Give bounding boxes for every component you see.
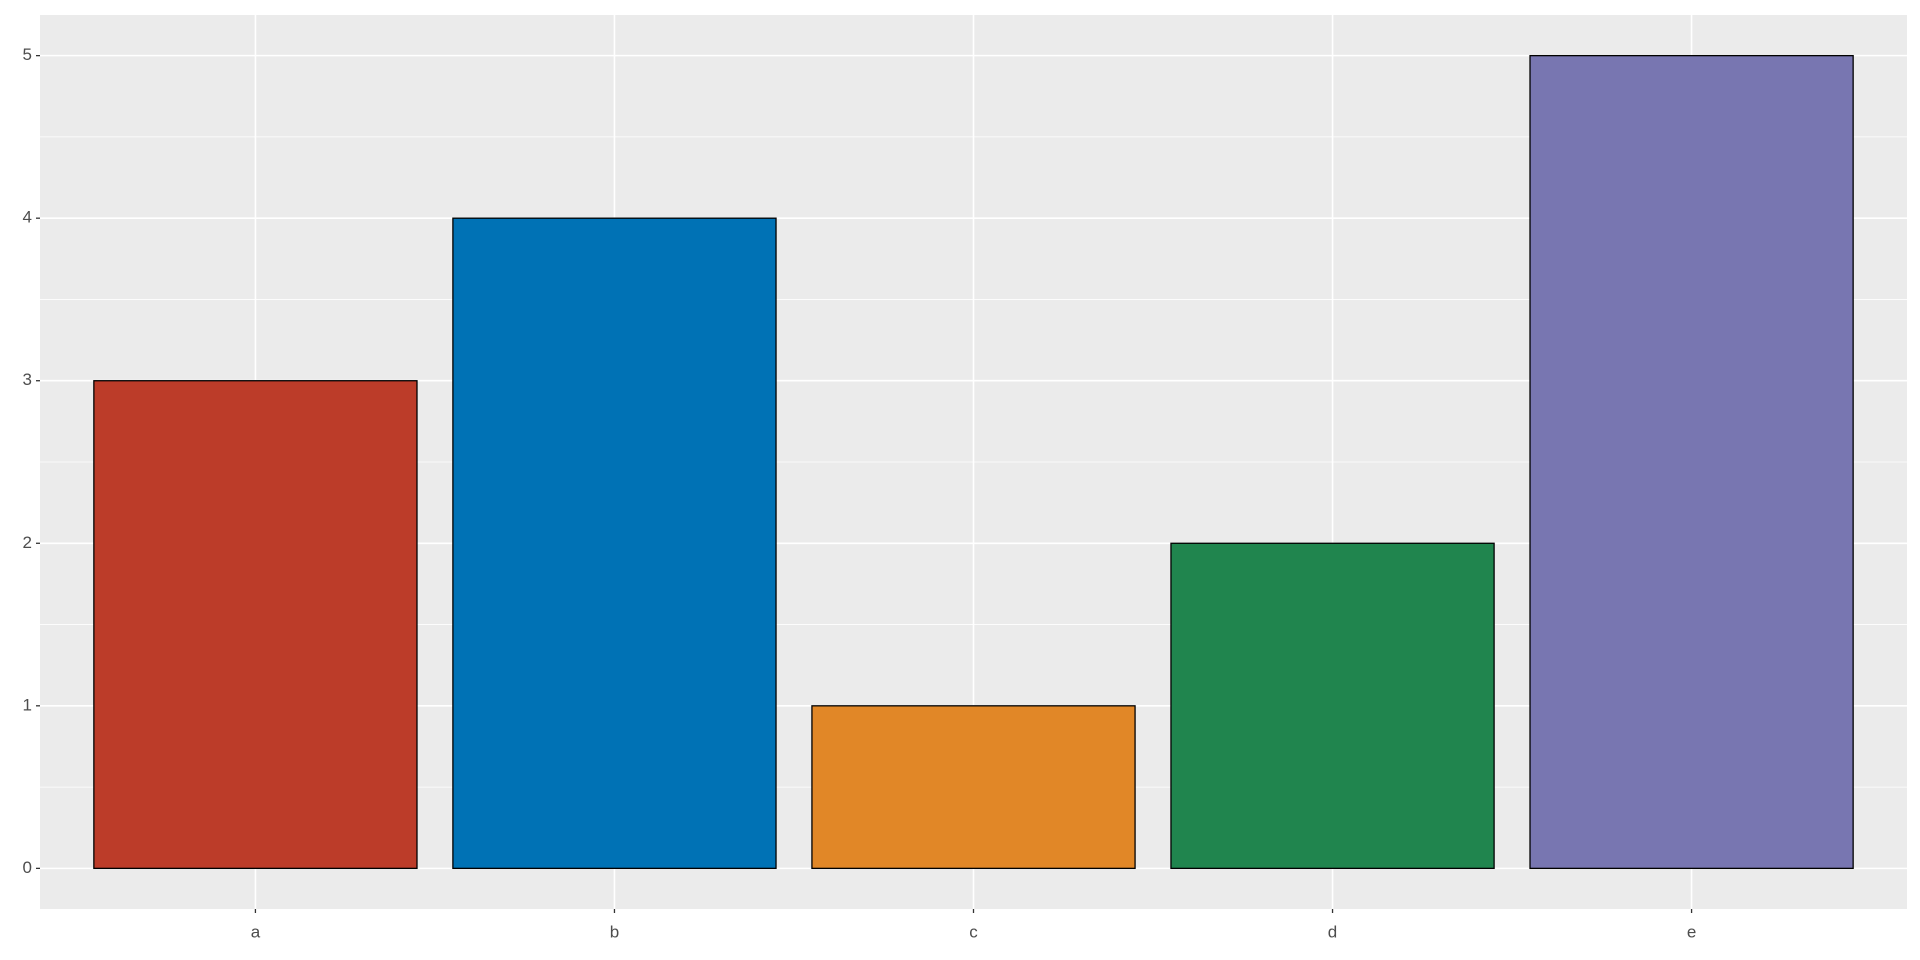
x-tick-label: d xyxy=(1328,922,1337,941)
bar xyxy=(1170,542,1495,870)
y-tick-label: 3 xyxy=(23,370,32,389)
bar xyxy=(811,705,1136,870)
bar xyxy=(93,380,418,870)
y-tick-label: 4 xyxy=(23,208,32,227)
y-tick-label: 0 xyxy=(23,858,32,877)
bar xyxy=(1529,54,1854,870)
x-tick-label: e xyxy=(1687,922,1696,941)
y-tick-label: 1 xyxy=(23,695,32,714)
x-tick-label: b xyxy=(610,922,619,941)
bar xyxy=(452,217,777,870)
y-tick-label: 2 xyxy=(23,533,32,552)
x-tick-label: c xyxy=(969,922,978,941)
x-tick-label: a xyxy=(251,922,261,941)
y-tick-label: 5 xyxy=(23,45,32,64)
